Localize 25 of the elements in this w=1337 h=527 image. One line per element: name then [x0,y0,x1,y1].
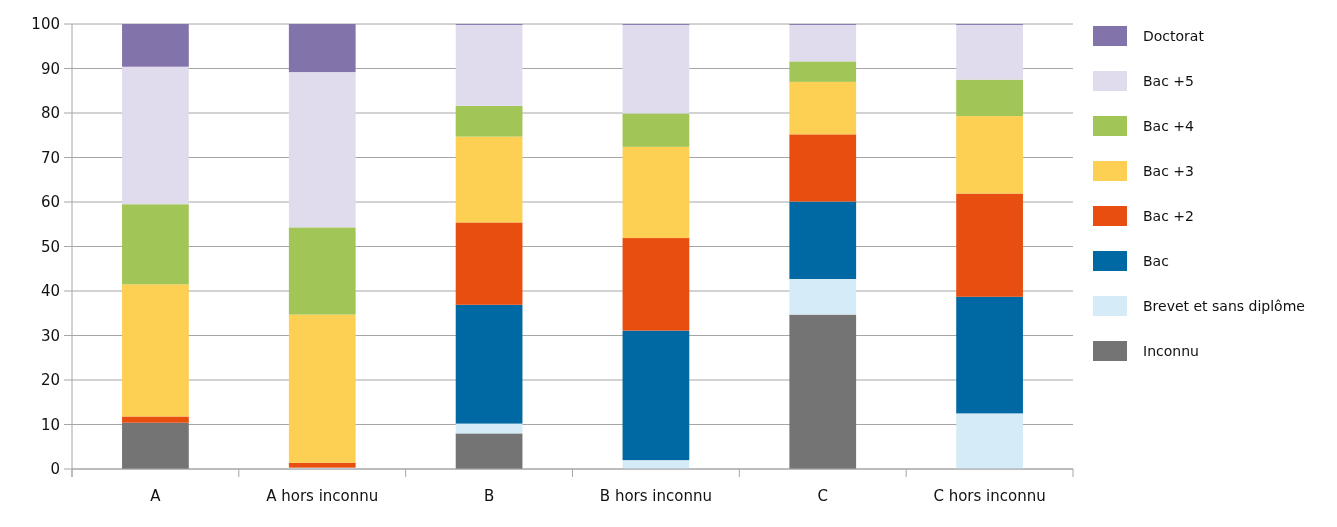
legend-label: Bac +5 [1143,72,1194,89]
y-tick-label: 70 [40,148,60,167]
y-tick-label: 40 [40,282,60,301]
x-tick-label: C hors inconnu [933,487,1046,505]
y-tick-label: 50 [40,237,60,256]
legend-label: Brevet et sans diplôme [1143,297,1305,314]
legend-label: Doctorat [1143,27,1205,44]
x-tick-label: A [150,487,162,505]
y-tick-label: 60 [40,193,60,212]
x-tick-label: B [483,487,495,505]
y-tick-label: 100 [31,15,60,34]
x-tick-label: A hors inconnu [266,487,379,505]
y-tick-label: 30 [40,326,60,345]
y-tick-label: 0 [50,460,60,479]
legend-label: Bac +3 [1143,162,1194,179]
y-tick-label: 10 [40,415,60,434]
x-tick-label: C [817,487,828,505]
y-tick-label: 90 [40,59,60,78]
y-tick-label: 80 [40,104,60,123]
legend-label: Inconnu [1143,342,1199,359]
legend-label: Bac [1143,252,1169,269]
y-tick-label: 20 [40,371,60,390]
x-tick-label: B hors inconnu [599,487,712,505]
legend-label: Bac +2 [1143,207,1194,224]
legend-label: Bac +4 [1143,117,1195,134]
